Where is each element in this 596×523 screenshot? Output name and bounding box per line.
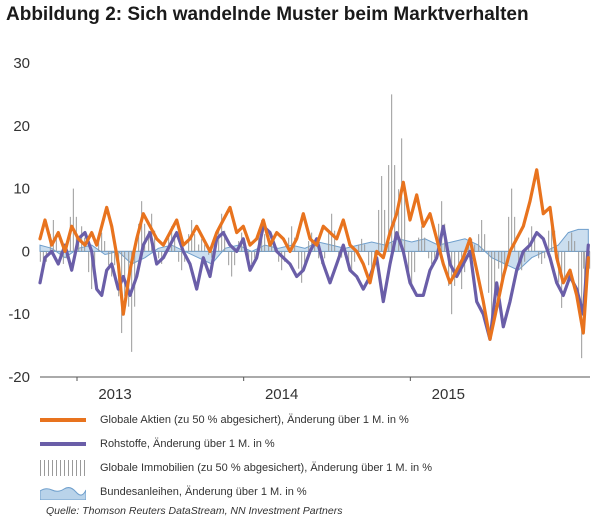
y-axis: 30 20 10 0 -10 -20 [8, 55, 30, 386]
series-rohstoffe [38, 224, 590, 341]
legend-label-rohstoffe: Rohstoffe, Änderung über 1 M. in % [100, 438, 275, 450]
x-tick-label: 2013 [98, 386, 131, 403]
y-tick-label: 0 [22, 243, 30, 260]
legend-label-aktien: Globale Aktien (zu 50 % abgesichert), Än… [100, 414, 409, 426]
series-immobilien [39, 94, 591, 359]
x-axis: 2013 2014 2015 [40, 250, 590, 403]
x-tick-label: 2015 [432, 386, 465, 403]
legend-label-anleihen: Bundesanleihen, Änderung über 1 M. in % [100, 486, 307, 498]
legend-swatch-anleihen [40, 484, 86, 500]
line-aktien [38, 168, 590, 341]
legend-item-rohstoffe: Rohstoffe, Änderung über 1 M. in % [40, 432, 590, 456]
legend-swatch-aktien [40, 412, 86, 428]
legend-item-aktien: Globale Aktien (zu 50 % abgesichert), Än… [40, 408, 590, 432]
chart-title: Abbildung 2: Sich wandelnde Muster beim … [6, 4, 529, 25]
y-tick-label: -20 [8, 369, 30, 386]
legend: Globale Aktien (zu 50 % abgesichert), Än… [40, 408, 590, 504]
source-note: Quelle: Thomson Reuters DataStream, NN I… [46, 505, 343, 517]
series-aktien [38, 168, 590, 341]
y-tick-label: -10 [8, 306, 30, 323]
y-tick-label: 30 [13, 55, 30, 72]
legend-label-immobilien: Globale Immobilien (zu 50 % abgesichert)… [100, 462, 433, 474]
legend-item-immobilien: Globale Immobilien (zu 50 % abgesichert)… [40, 456, 590, 480]
line-rohstoffe [38, 224, 590, 341]
y-tick-label: 10 [13, 181, 30, 198]
x-tick-label: 2014 [265, 386, 298, 403]
legend-item-anleihen: Bundesanleihen, Änderung über 1 M. in % [40, 480, 590, 504]
legend-swatch-rohstoffe [40, 436, 86, 452]
y-tick-label: 20 [13, 118, 30, 135]
legend-swatch-immobilien [40, 460, 86, 476]
